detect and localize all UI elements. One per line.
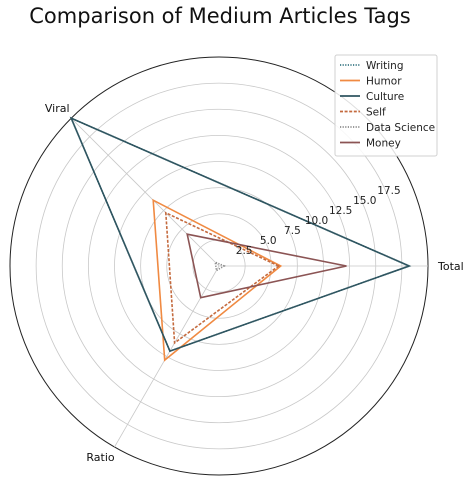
axis-label-ratio: Ratio <box>86 451 115 464</box>
r-tick-label: 2.5 <box>236 245 253 257</box>
legend-label: Writing <box>366 60 404 72</box>
legend-label: Money <box>366 137 401 149</box>
label-layer: 2.5 5.0 7.5 10.012.515.017.5 Total Viral Ratio <box>45 102 464 464</box>
axis-label-total: Total <box>437 260 464 273</box>
series-data-science-line <box>214 261 227 272</box>
chart-title: Comparison of Medium Articles Tags <box>29 4 410 28</box>
r-tick-label: 17.5 <box>377 185 400 197</box>
series-culture-line <box>69 116 412 353</box>
series-money-line <box>186 233 347 299</box>
legend-label: Self <box>366 106 386 118</box>
series-self-line <box>164 211 281 345</box>
legend-label: Culture <box>366 91 404 103</box>
axis-spoke <box>70 117 220 267</box>
r-tick-label: 15.0 <box>353 195 376 207</box>
series-humor-line <box>152 198 283 362</box>
axis-spoke <box>114 265 220 448</box>
axis-label-viral: Viral <box>45 102 70 115</box>
legend-box <box>334 54 438 157</box>
r-tick-label: 12.5 <box>329 205 352 217</box>
grid-layer <box>9 56 429 476</box>
legend-label: Data Science <box>366 122 435 134</box>
r-tick-label: 5.0 <box>260 235 277 247</box>
series-layer <box>69 116 412 362</box>
legend: Writing Humor Culture Self Data Science Money <box>334 54 438 157</box>
r-tick-label: 10.0 <box>305 215 328 227</box>
legend-label: Humor <box>366 75 402 87</box>
r-tick-label: 7.5 <box>284 225 301 237</box>
